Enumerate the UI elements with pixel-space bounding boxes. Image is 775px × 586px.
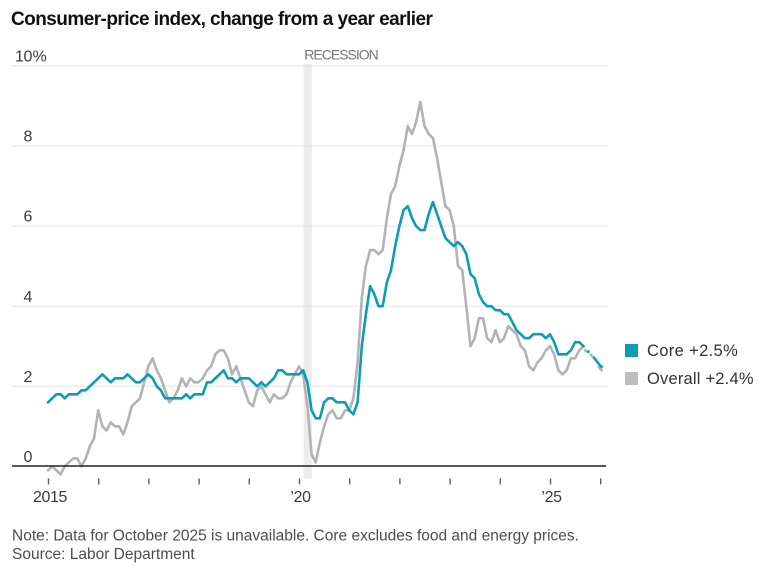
svg-text:RECESSION: RECESSION xyxy=(304,47,377,63)
svg-text:2015: 2015 xyxy=(33,489,67,506)
svg-text:4: 4 xyxy=(24,289,33,306)
svg-text:10: 10 xyxy=(15,49,32,66)
svg-text:Overall +2.4%: Overall +2.4% xyxy=(647,370,754,388)
svg-text:’25: ’25 xyxy=(541,489,562,506)
svg-text:8: 8 xyxy=(24,129,33,146)
svg-text:6: 6 xyxy=(24,209,33,226)
svg-text:0: 0 xyxy=(24,449,33,466)
svg-text:Consumer-price index, change f: Consumer-price index, change from a year… xyxy=(11,9,433,30)
svg-text:’20: ’20 xyxy=(290,489,311,506)
svg-text:Note: Data for October 2025 is: Note: Data for October 2025 is unavailab… xyxy=(12,527,579,544)
svg-text:Source: Labor Department: Source: Labor Department xyxy=(12,546,195,563)
svg-text:%: % xyxy=(33,49,47,66)
svg-text:Core +2.5%: Core +2.5% xyxy=(647,342,738,360)
svg-text:2: 2 xyxy=(24,369,33,386)
